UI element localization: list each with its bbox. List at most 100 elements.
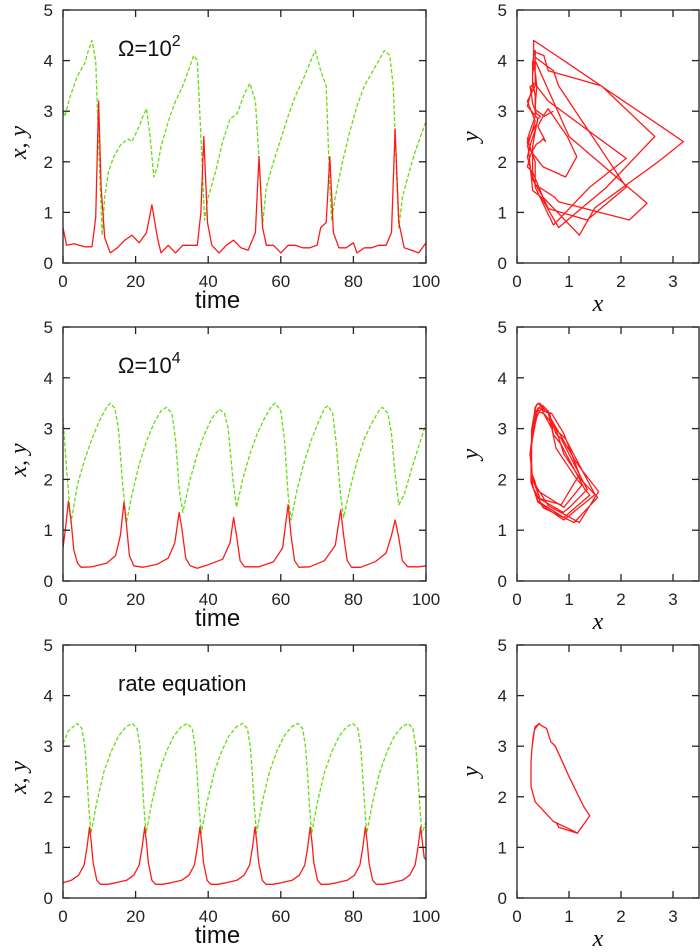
y-tick-label: 5 <box>44 1 53 20</box>
x-tick-label: 40 <box>199 907 218 926</box>
panel-annotation: Ω=102 <box>118 33 181 61</box>
x-tick-label: 40 <box>199 590 218 609</box>
series-x-line <box>63 100 426 254</box>
phase-trajectory-line <box>530 722 591 834</box>
y-tick-label: 2 <box>498 153 507 172</box>
y-axis-label: y <box>458 131 484 144</box>
x-tick-label: 100 <box>412 907 440 926</box>
x-axis-label: x <box>592 291 604 317</box>
x-tick-label: 2 <box>616 907 625 926</box>
annotation-exponent: 2 <box>172 33 181 50</box>
x-tick-label: 80 <box>344 272 363 291</box>
x-tick-label: 60 <box>271 272 290 291</box>
annotation-text: rate equation <box>118 671 246 696</box>
y-tick-label: 3 <box>498 102 507 121</box>
x-tick-label: 100 <box>412 590 440 609</box>
x-tick-label: 80 <box>344 590 363 609</box>
series-y-line <box>63 722 426 834</box>
y-tick-label: 4 <box>44 687 53 706</box>
x-tick-label: 20 <box>126 907 145 926</box>
y-tick-label: 5 <box>44 318 53 337</box>
y-tick-label: 5 <box>498 318 507 337</box>
panel-annotation: Ω=104 <box>118 350 181 378</box>
phase-portrait-panel: 0 1 2 3 0 1 2 3 4 5 x y <box>458 318 700 635</box>
y-tick-label: 4 <box>44 369 53 388</box>
panel-annotation: rate equation <box>118 671 246 696</box>
x-tick-label: 60 <box>271 590 290 609</box>
time-series-panel: 0 20 40 60 80 100 0 1 2 3 4 5 time x, y rate equation <box>6 636 440 949</box>
y-tick-label: 4 <box>498 687 507 706</box>
x-tick-label: 3 <box>668 590 677 609</box>
y-tick-label: 1 <box>44 838 53 857</box>
y-tick-label: 4 <box>44 52 53 71</box>
y-tick-label: 2 <box>498 470 507 489</box>
phase-trajectory-line <box>526 39 685 236</box>
phase-trajectory-line <box>529 402 600 524</box>
x-tick-label: 0 <box>58 590 67 609</box>
plot-frame <box>516 644 700 899</box>
y-tick-label: 0 <box>498 254 507 273</box>
x-tick-label: 2 <box>616 272 625 291</box>
y-tick-label: 3 <box>498 737 507 756</box>
y-tick-label: 0 <box>44 572 53 591</box>
y-tick-label: 5 <box>498 1 507 20</box>
x-tick-label: 1 <box>564 590 573 609</box>
plot-frame <box>62 644 427 899</box>
annotation-exponent: 4 <box>172 350 181 367</box>
y-tick-label: 3 <box>44 420 53 439</box>
x-tick-label: 1 <box>564 272 573 291</box>
x-axis-label: time <box>195 605 240 632</box>
x-tick-label: 0 <box>58 272 67 291</box>
y-tick-label: 4 <box>498 52 507 71</box>
y-tick-label: 1 <box>498 521 507 540</box>
x-tick-label: 80 <box>344 907 363 926</box>
y-axis-label: x, y <box>6 761 32 796</box>
y-tick-label: 5 <box>498 636 507 655</box>
x-axis-label: time <box>195 922 240 949</box>
x-tick-label: 40 <box>199 272 218 291</box>
y-axis-label: x, y <box>6 443 32 478</box>
y-tick-label: 1 <box>44 203 53 222</box>
x-tick-label: 0 <box>512 907 521 926</box>
series-x-line <box>63 500 426 569</box>
y-tick-label: 3 <box>498 420 507 439</box>
x-tick-label: 3 <box>668 907 677 926</box>
y-tick-label: 2 <box>44 153 53 172</box>
x-axis-label: time <box>195 287 240 314</box>
x-tick-label: 0 <box>58 907 67 926</box>
y-axis-label: y <box>458 448 484 461</box>
x-tick-label: 1 <box>564 907 573 926</box>
x-tick-label: 0 <box>512 272 521 291</box>
y-tick-label: 0 <box>44 254 53 273</box>
x-tick-label: 0 <box>512 590 521 609</box>
y-tick-label: 2 <box>44 788 53 807</box>
series-y-line <box>63 39 426 236</box>
plot-frame <box>62 9 427 264</box>
y-tick-label: 3 <box>44 102 53 121</box>
phase-portrait-panel: 0 1 2 3 0 1 2 3 4 5 x y <box>458 636 700 952</box>
x-tick-label: 100 <box>412 272 440 291</box>
x-tick-label: 2 <box>616 590 625 609</box>
y-tick-label: 0 <box>44 889 53 908</box>
y-tick-label: 0 <box>498 889 507 908</box>
plot-frame <box>516 9 700 264</box>
phase-portrait-panel: 0 1 2 3 0 1 2 3 4 5 x y <box>458 1 700 317</box>
annotation-text: Ω=10 <box>118 353 172 378</box>
y-tick-label: 4 <box>498 369 507 388</box>
y-tick-label: 1 <box>44 521 53 540</box>
y-tick-label: 1 <box>498 203 507 222</box>
x-tick-label: 3 <box>668 272 677 291</box>
series-y-line <box>63 402 426 524</box>
x-axis-label: x <box>592 926 604 952</box>
y-tick-label: 2 <box>498 788 507 807</box>
x-tick-label: 20 <box>126 590 145 609</box>
y-tick-label: 2 <box>44 470 53 489</box>
x-tick-label: 20 <box>126 272 145 291</box>
y-tick-label: 0 <box>498 572 507 591</box>
series-x-line <box>63 826 426 885</box>
x-axis-label: x <box>592 609 604 635</box>
plot-frame <box>516 326 700 582</box>
